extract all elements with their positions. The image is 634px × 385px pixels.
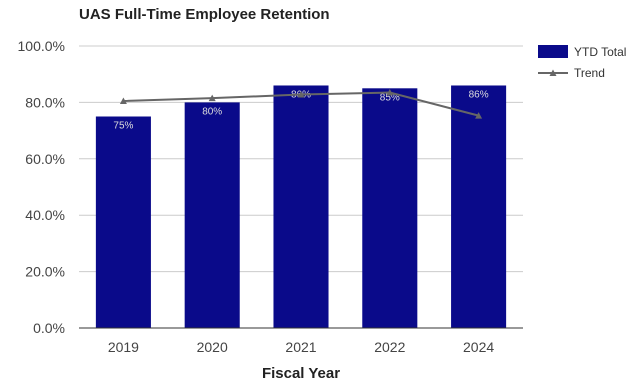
bar-2022 — [362, 88, 418, 328]
bar-series — [95, 85, 507, 329]
trend-point — [119, 97, 127, 104]
y-tick-label: 60.0% — [25, 151, 65, 167]
bar-2020 — [184, 102, 240, 329]
bar-2019 — [95, 116, 151, 328]
bar-data-label: 80% — [202, 106, 222, 117]
chart-title: UAS Full-Time Employee Retention — [79, 6, 330, 23]
x-axis-label: Fiscal Year — [262, 365, 340, 382]
bar-data-label: 75% — [113, 121, 133, 132]
legend: YTD Total Trend — [538, 45, 626, 80]
x-tick-label: 2020 — [197, 339, 228, 355]
bar-data-label: 86% — [469, 89, 489, 100]
legend-swatch-ytd-total — [538, 45, 568, 58]
x-tick-label: 2021 — [285, 339, 316, 355]
trend-point — [475, 112, 483, 119]
trend-point — [208, 94, 216, 102]
bar-2024 — [451, 85, 507, 328]
x-tick-label: 2022 — [374, 339, 405, 355]
y-axis-ticks: 0.0% 20.0% 40.0% 60.0% 80.0% 100.0% — [18, 38, 65, 336]
bar-data-label: 85% — [380, 92, 400, 103]
x-tick-label: 2024 — [463, 339, 494, 355]
bar-2021 — [273, 85, 329, 328]
y-tick-label: 100.0% — [18, 38, 65, 54]
x-axis-ticks: 2019 2020 2021 2022 2024 — [108, 339, 495, 355]
legend-marker-trend — [549, 69, 557, 76]
trend-point — [386, 89, 394, 96]
y-tick-label: 0.0% — [33, 320, 65, 336]
y-tick-label: 80.0% — [25, 94, 65, 110]
trend-series — [119, 89, 483, 119]
x-tick-label: 2019 — [108, 339, 139, 355]
legend-label-trend: Trend — [574, 66, 605, 80]
y-tick-label: 40.0% — [25, 207, 65, 223]
legend-label-ytd-total: YTD Total — [574, 45, 626, 59]
y-tick-label: 20.0% — [25, 264, 65, 280]
trend-point — [297, 91, 305, 98]
